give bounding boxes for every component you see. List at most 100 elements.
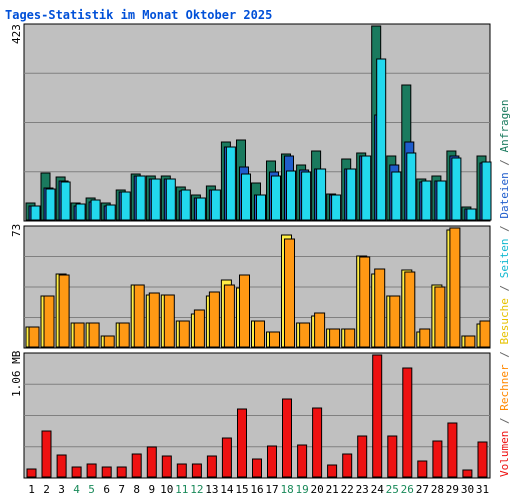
x-tick-day-4: 4 [73, 483, 80, 496]
legend-separator: / [498, 219, 511, 232]
chart-panels [23, 23, 492, 479]
bar-rechner-day-1 [28, 326, 40, 348]
bar-rechner-day-31 [479, 320, 491, 348]
bar-volumen-day-18 [282, 398, 292, 478]
legend-separator: / [498, 411, 511, 424]
legend-dateien: Dateien [498, 172, 511, 218]
series-rechner [28, 227, 491, 348]
panel-visits-hosts [23, 225, 491, 349]
bar-rechner-day-4 [73, 322, 85, 348]
bar-seiten-day-4 [75, 203, 86, 221]
bar-seiten-day-18 [286, 170, 296, 221]
bar-rechner-day-20 [314, 312, 326, 348]
bar-seiten-day-7 [120, 191, 131, 221]
bar-volumen-day-28 [432, 440, 443, 478]
x-tick-day-20: 20 [310, 483, 323, 496]
x-tick-day-5: 5 [88, 483, 95, 496]
bar-volumen-day-20 [312, 407, 323, 478]
legend-separator: / [498, 345, 511, 358]
x-tick-day-3: 3 [58, 483, 65, 496]
bar-seiten-day-28 [436, 180, 447, 221]
bar-volumen-day-25 [387, 435, 398, 478]
bar-seiten-day-25 [391, 171, 402, 221]
bar-rechner-day-23 [359, 256, 371, 348]
bar-volumen-day-2 [41, 430, 52, 478]
bar-rechner-day-29 [449, 227, 461, 348]
x-tick-day-6: 6 [103, 483, 110, 496]
x-tick-day-17: 17 [265, 483, 278, 496]
x-axis-day-labels: 1 2 3 4 5 6 7 8 9 10 11 12 13 14 15 16 17 18 19 20 21 22 23 24 2… [28, 483, 489, 496]
bar-seiten-day-11 [180, 189, 191, 221]
x-tick-day-16: 16 [250, 483, 263, 496]
legend-rechner: Rechner [498, 364, 511, 411]
bar-rechner-day-15 [239, 274, 250, 348]
bar-volumen-day-6 [101, 466, 112, 478]
bar-rechner-day-17 [269, 331, 280, 348]
bar-seiten-day-1 [30, 205, 41, 221]
x-tick-day-18: 18 [280, 483, 293, 496]
bar-rechner-day-30 [464, 335, 476, 348]
x-tick-day-25: 25 [386, 483, 399, 496]
x-tick-day-21: 21 [326, 483, 339, 496]
legend-separator: / [498, 152, 511, 165]
bar-seiten-day-8 [135, 175, 146, 221]
x-tick-day-10: 10 [160, 483, 173, 496]
bar-seiten-day-30 [466, 208, 477, 221]
bar-rechner-day-10 [163, 294, 175, 348]
bar-volumen-day-21 [327, 464, 338, 478]
bar-volumen-day-1 [26, 468, 37, 478]
bar-rechner-day-6 [103, 335, 115, 348]
bar-volumen-day-19 [297, 444, 308, 478]
bar-seiten-day-23 [361, 155, 372, 221]
bar-rechner-day-28 [434, 286, 446, 348]
legend-separator: / [498, 278, 511, 291]
bar-volumen-day-14 [221, 437, 232, 478]
bar-rechner-day-26 [404, 271, 416, 348]
right-side-legend: Volumen / Rechner / Besuche / Seiten / D… [498, 99, 511, 477]
bar-seiten-day-12 [195, 197, 206, 221]
bar-seiten-day-21 [331, 194, 342, 221]
bar-volumen-day-7 [116, 466, 127, 478]
bar-rechner-day-11 [178, 320, 190, 348]
x-tick-day-2: 2 [43, 483, 50, 496]
bar-seiten-day-15 [241, 173, 251, 221]
bar-rechner-day-25 [389, 295, 401, 348]
y-axis-max-label-volume: 1.06 MB [10, 350, 23, 397]
x-tick-day-9: 9 [148, 483, 155, 496]
bar-rechner-day-22 [344, 328, 356, 348]
x-tick-day-23: 23 [356, 483, 369, 496]
bar-seiten-day-26 [406, 152, 417, 221]
x-tick-day-14: 14 [220, 483, 234, 496]
bar-seiten-day-31 [481, 161, 492, 221]
bar-volumen-day-22 [342, 453, 353, 478]
bar-rechner-day-24 [374, 268, 386, 348]
x-tick-day-26: 26 [401, 483, 414, 496]
bar-seiten-day-5 [90, 199, 101, 221]
bar-seiten-day-29 [451, 157, 462, 221]
bar-seiten-day-16 [256, 194, 266, 221]
bar-volumen-day-5 [86, 463, 97, 478]
series-volumen [26, 354, 488, 478]
bar-seiten-day-2 [45, 188, 56, 221]
bar-volumen-day-23 [357, 435, 368, 478]
bar-rechner-day-8 [133, 284, 145, 348]
bar-volumen-day-4 [71, 466, 82, 478]
panel-volume [23, 352, 491, 479]
bar-volumen-day-29 [447, 422, 458, 478]
x-tick-day-31: 31 [476, 483, 489, 496]
x-tick-day-8: 8 [133, 483, 140, 496]
bar-volumen-day-31 [477, 441, 488, 478]
bar-rechner-day-16 [254, 320, 265, 348]
legend-seiten: Seiten [498, 239, 511, 279]
bar-rechner-day-5 [88, 322, 100, 348]
y-axis-max-label-visits: 73 [10, 224, 23, 237]
bar-seiten-day-19 [301, 171, 312, 221]
bar-volumen-day-12 [191, 463, 202, 478]
bar-seiten-day-24 [376, 58, 387, 221]
bar-rechner-day-12 [193, 309, 205, 348]
bar-volumen-day-26 [402, 367, 413, 478]
bar-volumen-day-3 [56, 454, 67, 478]
x-tick-day-15: 15 [235, 483, 248, 496]
bar-rechner-day-18 [284, 238, 295, 348]
